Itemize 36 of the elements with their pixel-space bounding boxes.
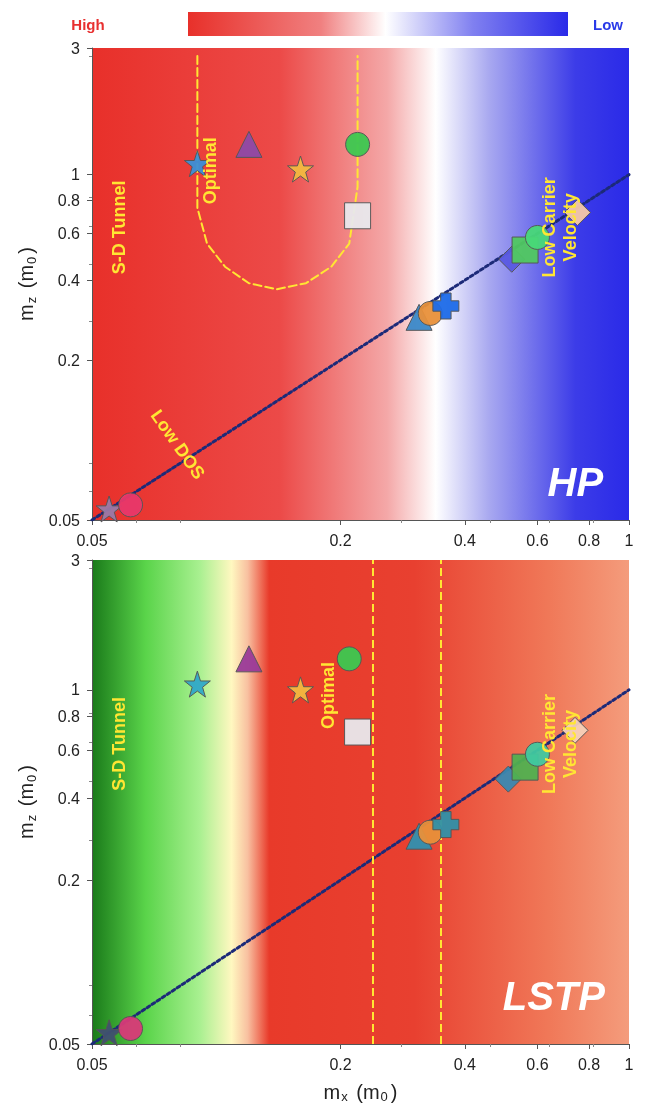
text: Low bbox=[593, 15, 624, 33]
annotation: LSTP bbox=[502, 973, 606, 1018]
annotation: S-D Tunnel bbox=[108, 697, 129, 791]
y-tick-label: 3 bbox=[71, 551, 81, 569]
annotation: Low Carrier Velocity bbox=[538, 177, 580, 278]
y-tick-label: 0.4 bbox=[57, 271, 81, 289]
x-tick-label: 1 bbox=[624, 1055, 634, 1073]
x-tick-label: 1 bbox=[624, 531, 634, 549]
y-tick-label: 0.6 bbox=[57, 225, 81, 243]
annotation: HP bbox=[547, 460, 604, 505]
y-tick-label: 0.8 bbox=[57, 707, 81, 725]
y-axis-title: mz (m0) bbox=[15, 765, 39, 839]
annotation: S-D Tunnel bbox=[108, 180, 129, 275]
y-tick-label: 0.2 bbox=[57, 871, 81, 889]
text: High bbox=[71, 15, 105, 33]
y-tick-label: 0.8 bbox=[57, 191, 81, 209]
x-tick-label: 0.6 bbox=[526, 531, 549, 549]
y-tick-label: 0.05 bbox=[48, 1035, 81, 1053]
x-tick-label: 0.4 bbox=[453, 531, 476, 549]
annotation: Optimal bbox=[200, 137, 221, 205]
y-tick-label: 1 bbox=[71, 166, 81, 184]
x-tick-label: 0.4 bbox=[453, 1055, 476, 1073]
annotation: Low Carrier Velocity bbox=[538, 693, 580, 794]
y-tick-label: 1 bbox=[71, 681, 81, 699]
x-tick-label: 0.2 bbox=[329, 1055, 352, 1073]
y-axis-title: mz (m0) bbox=[15, 247, 39, 321]
y-tick-label: 0.05 bbox=[48, 511, 81, 529]
y-tick-label: 3 bbox=[71, 39, 81, 57]
y-tick-label: 0.6 bbox=[57, 741, 81, 759]
annotation: Optimal bbox=[318, 662, 339, 730]
y-tick-label: 0.4 bbox=[57, 789, 81, 807]
x-tick-label: 0.6 bbox=[526, 1055, 549, 1073]
x-tick-label: 0.2 bbox=[329, 531, 352, 549]
y-tick-label: 0.2 bbox=[57, 351, 81, 369]
x-tick-label: 0.8 bbox=[577, 1055, 601, 1073]
x-tick-label: 0.8 bbox=[577, 531, 601, 549]
